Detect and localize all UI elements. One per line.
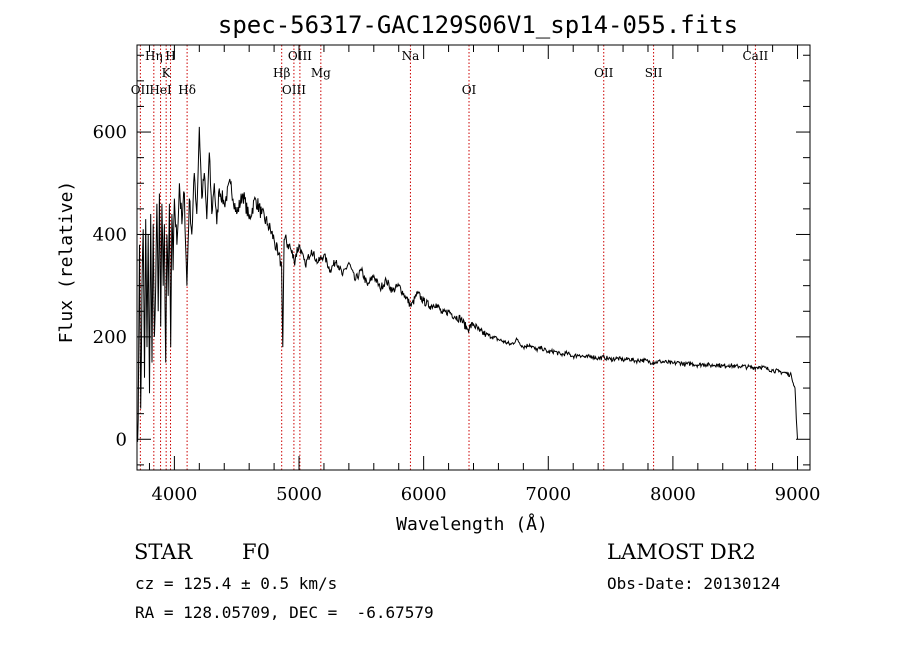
line-labels: OII Hη HeI KH Hδ Hβ OIII OIII Mg Na OI OII SII CaII xyxy=(131,49,769,97)
x-tick-label: 5000 xyxy=(276,484,322,505)
y-tick-label: 200 xyxy=(93,327,127,348)
x-tick-label: 4000 xyxy=(151,484,197,505)
coordinates: RA = 128.05709, DEC = -6.67579 xyxy=(135,603,434,622)
line-label: Mg xyxy=(311,66,331,80)
x-tick-label: 9000 xyxy=(775,484,821,505)
x-tick-label: 8000 xyxy=(650,484,696,505)
line-label: OII xyxy=(594,66,614,80)
axis-ticks: 4000 5000 6000 7000 8000 9000 0 200 400 600 xyxy=(93,45,821,505)
line-label: OII xyxy=(131,83,151,97)
y-tick-label: 400 xyxy=(93,224,127,245)
line-label: K xyxy=(162,66,172,80)
y-tick-label: 600 xyxy=(93,122,127,143)
line-label: HeI xyxy=(149,83,172,97)
x-tick-label: 7000 xyxy=(525,484,571,505)
line-label: Hβ xyxy=(273,66,290,80)
line-label: OI xyxy=(462,83,477,97)
x-axis-label: Wavelength (Å) xyxy=(396,513,548,535)
object-class: STAR xyxy=(134,540,193,564)
emission-line-markers xyxy=(139,45,756,470)
survey-name: LAMOST DR2 xyxy=(607,540,756,564)
line-label: CaII xyxy=(742,49,768,63)
object-subclass: F0 xyxy=(242,540,270,564)
line-label: Na xyxy=(402,49,420,63)
line-label: SII xyxy=(645,66,663,80)
observation-date: Obs-Date: 20130124 xyxy=(607,574,781,593)
line-label: OIII xyxy=(282,83,306,97)
plot-frame xyxy=(136,44,811,471)
spectrum-line xyxy=(136,126,798,442)
line-label: Hδ xyxy=(178,83,196,97)
line-label: H xyxy=(165,49,175,63)
chart-title: spec-56317-GAC129S06V1_sp14-055.fits xyxy=(218,11,738,39)
y-tick-label: 0 xyxy=(116,429,127,450)
line-label: OIII xyxy=(288,49,312,63)
redshift-value: cz = 125.4 ± 0.5 km/s xyxy=(135,574,338,593)
y-axis-label: Flux (relative) xyxy=(56,181,77,344)
line-label: Hη xyxy=(145,49,163,63)
x-tick-label: 6000 xyxy=(401,484,447,505)
